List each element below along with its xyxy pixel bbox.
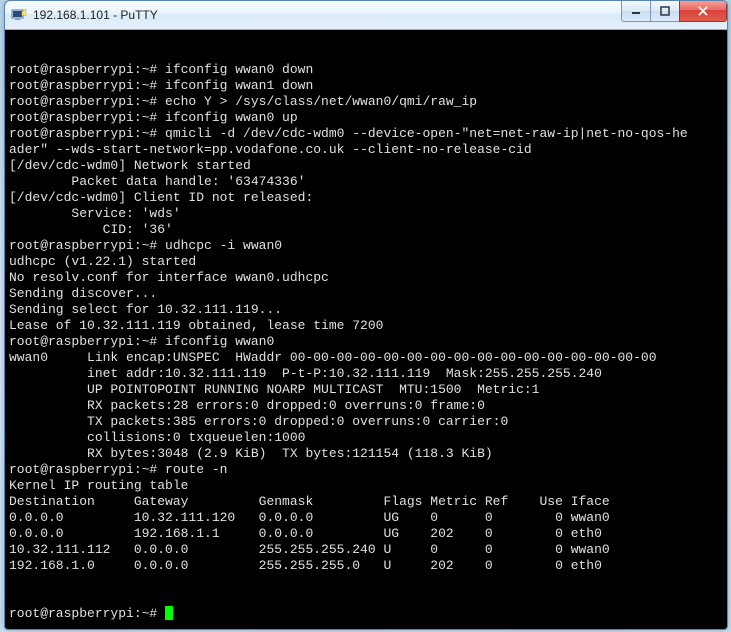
terminal-line: root@raspberrypi:~# ifconfig wwan1 down <box>9 78 723 94</box>
terminal-line: [/dev/cdc-wdm0] Client ID not released: <box>9 190 723 206</box>
minimize-button[interactable] <box>621 1 651 22</box>
window-controls <box>622 1 727 21</box>
window-title: 192.168.1.101 - PuTTY <box>33 8 622 22</box>
terminal-line: 0.0.0.0 10.32.111.120 0.0.0.0 UG 0 0 0 w… <box>9 510 723 526</box>
terminal-line: TX packets:385 errors:0 dropped:0 overru… <box>9 414 723 430</box>
terminal-line: Sending select for 10.32.111.119... <box>9 302 723 318</box>
terminal-line: root@raspberrypi:~# ifconfig wwan0 down <box>9 62 723 78</box>
terminal-line: inet addr:10.32.111.119 P-t-P:10.32.111.… <box>9 366 723 382</box>
terminal-line: ader" --wds-start-network=pp.vodafone.co… <box>9 142 723 158</box>
terminal-line: Kernel IP routing table <box>9 478 723 494</box>
close-button[interactable] <box>679 1 727 22</box>
putty-icon <box>11 7 27 23</box>
terminal-output: root@raspberrypi:~# ifconfig wwan0 downr… <box>9 62 723 574</box>
putty-window: 192.168.1.101 - PuTTY root@raspberrypi:~… <box>4 0 728 630</box>
terminal-line: RX bytes:3048 (2.9 KiB) TX bytes:121154 … <box>9 446 723 462</box>
terminal-line: root@raspberrypi:~# ifconfig wwan0 <box>9 334 723 350</box>
terminal-line: root@raspberrypi:~# qmicli -d /dev/cdc-w… <box>9 126 723 142</box>
terminal-area[interactable]: root@raspberrypi:~# ifconfig wwan0 downr… <box>9 30 723 625</box>
terminal-line: Lease of 10.32.111.119 obtained, lease t… <box>9 318 723 334</box>
terminal-line: root@raspberrypi:~# udhcpc -i wwan0 <box>9 238 723 254</box>
terminal-line: [/dev/cdc-wdm0] Network started <box>9 158 723 174</box>
terminal-prompt-line: root@raspberrypi:~# <box>9 606 723 622</box>
terminal-line: CID: '36' <box>9 222 723 238</box>
maximize-button[interactable] <box>650 1 680 22</box>
terminal-line: Sending discover... <box>9 286 723 302</box>
terminal-line: root@raspberrypi:~# ifconfig wwan0 up <box>9 110 723 126</box>
terminal-prompt: root@raspberrypi:~# <box>9 606 165 621</box>
terminal-line: UP POINTOPOINT RUNNING NOARP MULTICAST M… <box>9 382 723 398</box>
terminal-line: Packet data handle: '63474336' <box>9 174 723 190</box>
terminal-line: 0.0.0.0 192.168.1.1 0.0.0.0 UG 202 0 0 e… <box>9 526 723 542</box>
terminal-line: root@raspberrypi:~# echo Y > /sys/class/… <box>9 94 723 110</box>
terminal-line: RX packets:28 errors:0 dropped:0 overrun… <box>9 398 723 414</box>
terminal-line: 192.168.1.0 0.0.0.0 255.255.255.0 U 202 … <box>9 558 723 574</box>
terminal-line: No resolv.conf for interface wwan0.udhcp… <box>9 270 723 286</box>
titlebar[interactable]: 192.168.1.101 - PuTTY <box>5 1 727 30</box>
terminal-line: 10.32.111.112 0.0.0.0 255.255.255.240 U … <box>9 542 723 558</box>
terminal-line: udhcpc (v1.22.1) started <box>9 254 723 270</box>
terminal-line: Destination Gateway Genmask Flags Metric… <box>9 494 723 510</box>
terminal-cursor <box>165 606 173 620</box>
terminal-line: wwan0 Link encap:UNSPEC HWaddr 00-00-00-… <box>9 350 723 366</box>
terminal-line: root@raspberrypi:~# route -n <box>9 462 723 478</box>
terminal-line: Service: 'wds' <box>9 206 723 222</box>
terminal-line: collisions:0 txqueuelen:1000 <box>9 430 723 446</box>
